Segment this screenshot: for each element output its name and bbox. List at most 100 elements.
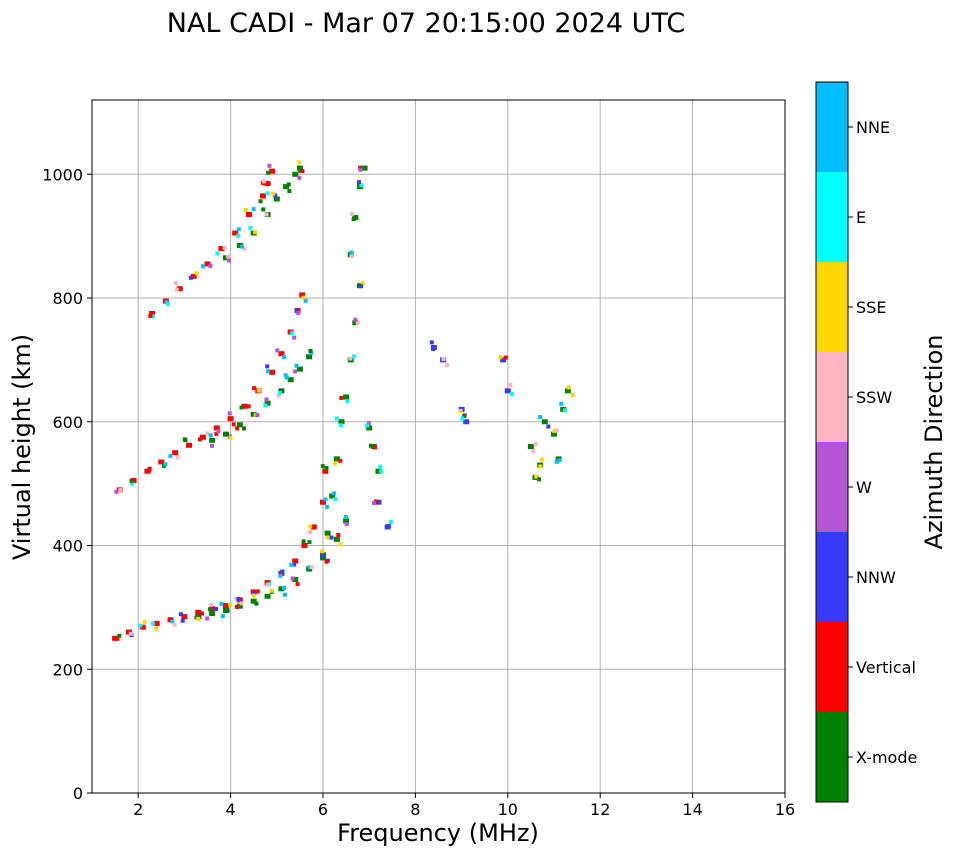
echo-point (243, 207, 248, 212)
echo-point (356, 180, 361, 185)
echo-point (554, 459, 559, 464)
echo-point (566, 385, 571, 390)
echo-point (324, 504, 329, 509)
echo-point (323, 497, 328, 502)
echo-point (204, 261, 211, 267)
echo-point (429, 340, 434, 345)
echo-point (359, 183, 364, 188)
echo-point (236, 422, 243, 428)
echo-point (209, 611, 216, 617)
echo-point (227, 411, 232, 416)
echo-point (503, 355, 508, 360)
colorbar-swatch (816, 712, 848, 802)
echo-point (222, 607, 229, 613)
echo-point (375, 468, 382, 474)
echo-point (194, 271, 199, 276)
echo-traces (112, 160, 575, 641)
echo-point (527, 444, 534, 449)
colorbar-frame (815, 81, 849, 803)
echo-point (236, 227, 241, 232)
echo-point (345, 399, 350, 404)
echo-point (294, 363, 299, 368)
echo-point (130, 481, 135, 486)
echo-point (534, 474, 539, 479)
echo-point (139, 624, 146, 630)
echo-point (292, 558, 299, 564)
x-tick-label: 14 (682, 800, 702, 819)
trace-6 (320, 165, 575, 564)
echo-point (296, 311, 301, 316)
echo-point (324, 530, 331, 536)
echo-point (301, 543, 308, 548)
echo-point (246, 404, 251, 409)
echo-point (231, 422, 236, 427)
echo-point (292, 335, 297, 340)
echo-point (537, 477, 542, 482)
echo-point (261, 179, 266, 184)
colorbar-category-label: SSE (856, 298, 886, 317)
echo-point (531, 449, 536, 454)
x-axis-label: Frequency (MHz) (337, 819, 539, 847)
echo-point (333, 456, 340, 462)
x-tick-label: 12 (590, 800, 610, 819)
grid-lines (92, 100, 786, 794)
echo-point (222, 603, 229, 609)
echo-point (338, 542, 343, 547)
echo-point (246, 211, 253, 217)
echo-point (115, 636, 120, 641)
echo-point (508, 382, 513, 387)
echo-point (269, 369, 276, 375)
echo-point (264, 212, 269, 217)
plot-area (92, 100, 785, 793)
colorbar: X-mode Vertical NNW W SSW SSE E NNE (815, 81, 917, 803)
echo-point (269, 168, 276, 174)
echo-point (458, 408, 463, 413)
echo-point (343, 518, 350, 524)
echo-point (252, 591, 257, 596)
echo-point (329, 535, 334, 540)
echo-point (308, 348, 313, 353)
echo-point (173, 281, 178, 286)
echo-point (165, 301, 170, 306)
echo-point (344, 522, 349, 527)
echo-point (334, 416, 339, 421)
echo-point (378, 464, 383, 469)
echo-point (431, 347, 436, 352)
x-tick-label: 6 (318, 800, 328, 819)
echo-point (463, 419, 470, 425)
axes: 2 4 6 8 10 12 14 16 0 200 400 600 800 1000 (42, 99, 795, 819)
echo-point (364, 423, 369, 428)
echo-point (207, 607, 212, 612)
echo-point (557, 458, 562, 463)
echo-point (298, 168, 303, 173)
echo-point (251, 207, 256, 212)
echo-point (117, 633, 122, 638)
echo-point (301, 295, 306, 300)
echo-point (209, 602, 214, 607)
echo-point (359, 284, 364, 289)
x-tick-label: 16 (775, 800, 795, 819)
echo-point (222, 431, 229, 437)
x-tick-label: 2 (133, 800, 143, 819)
trace-3 (208, 348, 314, 448)
echo-point (552, 428, 557, 433)
colorbar-category-label: W (856, 478, 872, 497)
echo-point (176, 286, 183, 292)
echo-point (218, 246, 225, 251)
echo-point (563, 408, 568, 413)
echo-point (308, 529, 313, 534)
echo-point (322, 468, 329, 474)
echo-point (255, 413, 260, 418)
echo-point (352, 320, 359, 326)
y-tick-label: 0 (73, 784, 83, 803)
echo-point (445, 363, 450, 368)
echo-point (216, 429, 221, 434)
echo-point (153, 620, 160, 626)
echo-point (333, 497, 338, 502)
echo-point (351, 217, 356, 222)
echo-point (168, 453, 173, 458)
echo-point (181, 614, 188, 620)
echo-point (339, 395, 344, 400)
x-tick-label: 4 (226, 800, 236, 819)
echo-point (303, 298, 308, 303)
